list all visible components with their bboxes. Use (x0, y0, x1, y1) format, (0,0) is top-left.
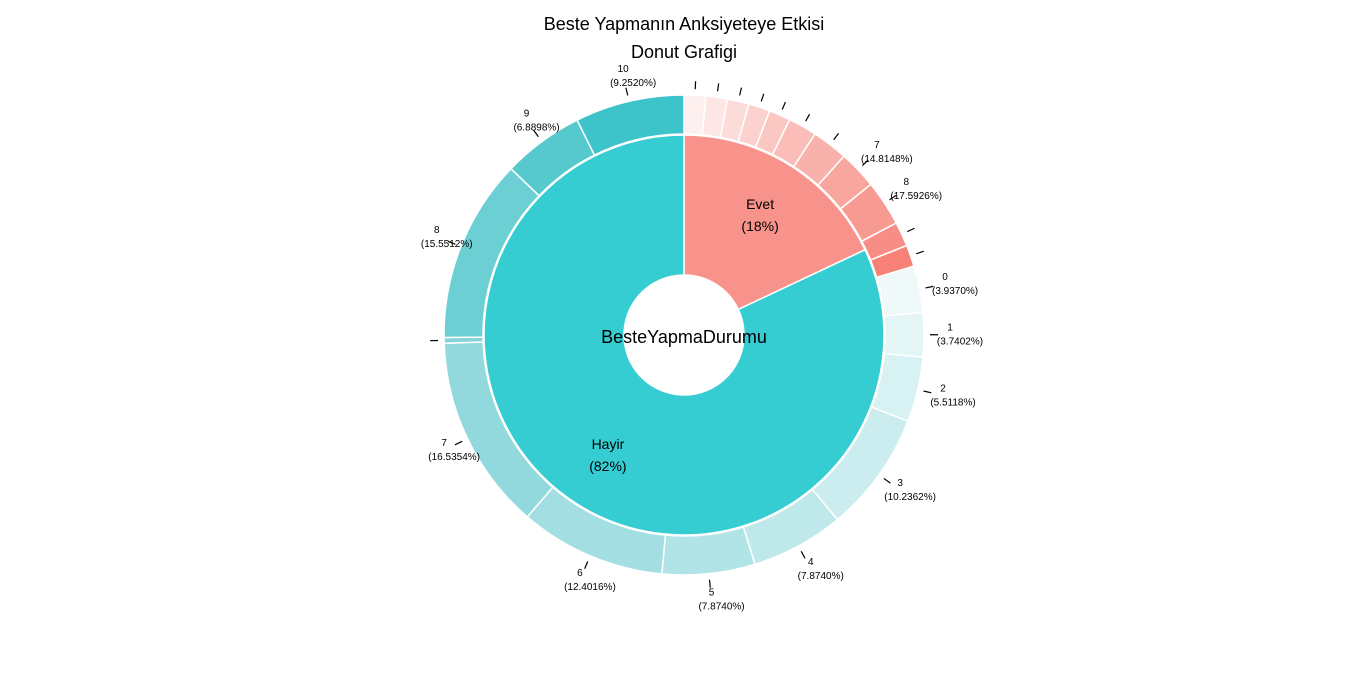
inner-percent-hayir: (82%) (589, 458, 626, 474)
leader-line (716, 83, 720, 92)
outer-label-hayir-7: 7 (441, 438, 447, 449)
outer-percent-hayir-0: (3.9370%) (932, 286, 978, 297)
chart-title-line-1: Beste Yapmanın Anksiyeteye Etkisi (544, 14, 825, 34)
outer-percent-hayir-5: (7.8740%) (698, 602, 744, 613)
leader-line (906, 227, 915, 233)
leader-line (625, 87, 629, 96)
leader-line (923, 390, 932, 394)
outer-label-hayir-2: 2 (940, 384, 946, 395)
leader-line (739, 87, 743, 96)
outer-label-hayir-8: 8 (434, 225, 440, 236)
leader-line (925, 285, 934, 289)
slice-labels: Evet (18%) Hayir (82%) 7 (14.8148%) 8 (17.5926%… (421, 64, 983, 613)
inner-label-evet: Evet (746, 196, 774, 212)
leader-line (781, 101, 786, 110)
outer-label-hayir-10: 10 (618, 64, 630, 75)
leader-line (833, 133, 839, 141)
outer-label-hayir-9: 9 (524, 109, 530, 120)
inner-percent-evet: (18%) (741, 218, 778, 234)
inner-ring (483, 134, 885, 536)
outer-percent-hayir-7: (16.5354%) (428, 452, 480, 463)
outer-percent-evet-7: (14.8148%) (861, 154, 913, 165)
inner-slice-evet (683, 134, 866, 311)
outer-percent-hayir-4: (7.8740%) (798, 571, 844, 582)
leader-line (883, 477, 891, 484)
outer-label-hayir-1: 1 (947, 323, 953, 334)
outer-percent-hayir-6: (12.4016%) (564, 582, 616, 593)
outer-label-hayir-5: 5 (709, 588, 715, 599)
outer-label-hayir-3: 3 (897, 478, 903, 489)
outer-label-hayir-6: 6 (577, 568, 583, 579)
chart-title-line-2: Donut Grafigi (631, 42, 737, 62)
leader-line (454, 440, 463, 446)
inner-slice-hayir (483, 134, 885, 536)
leader-line (805, 113, 811, 122)
outer-slice-hayir-1 (883, 311, 925, 358)
outer-percent-hayir-2: (5.5118%) (930, 398, 975, 409)
leader-line (916, 250, 924, 255)
leader-line (889, 194, 897, 201)
outer-percent-hayir-1: (3.7402%) (937, 337, 983, 348)
leader-line (708, 579, 711, 588)
outer-percent-hayir-10: (9.2520%) (610, 78, 656, 89)
leader-line (861, 159, 869, 167)
leader-line (760, 93, 765, 102)
outer-slice-hayir-10 (576, 94, 685, 157)
leader-lines (430, 81, 939, 588)
outer-label-hayir-4: 4 (808, 557, 814, 568)
outer-percent-hayir-9: (6.8898%) (513, 123, 559, 134)
leader-line (533, 129, 539, 138)
outer-percent-hayir-8: (15.5512%) (421, 239, 473, 250)
outer-label-evet-8: 8 (903, 177, 909, 188)
center-label: BesteYapmaDurumu (601, 327, 767, 347)
leader-line (800, 551, 806, 559)
leader-line (584, 561, 589, 569)
inner-label-hayir: Hayir (592, 436, 625, 452)
outer-label-evet-7: 7 (874, 140, 880, 151)
outer-percent-evet-8: (17.5926%) (890, 191, 942, 202)
leader-line (447, 240, 456, 245)
outer-label-hayir-0: 0 (942, 272, 948, 283)
outer-ring (443, 94, 925, 576)
outer-percent-hayir-3: (10.2362%) (884, 492, 936, 503)
